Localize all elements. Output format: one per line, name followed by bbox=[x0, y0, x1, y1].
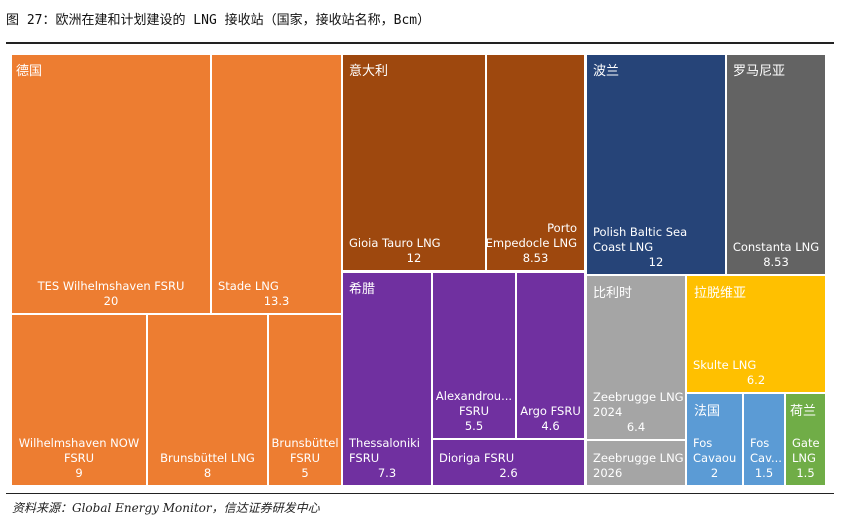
tile-label: Cavaou bbox=[693, 451, 736, 465]
source-rule bbox=[6, 493, 834, 494]
figure-title: 图 27：欧洲在建和计划建设的 LNG 接收站（国家，接收站名称，Bcm） bbox=[6, 13, 431, 28]
group-label: 德国 bbox=[16, 64, 42, 79]
group-label: 比利时 bbox=[593, 286, 632, 301]
tile-value: 2 bbox=[711, 466, 718, 480]
treemap-tile bbox=[343, 55, 485, 270]
tile-label: FSRU bbox=[349, 451, 379, 465]
group-label: 希腊 bbox=[349, 282, 375, 297]
tile-label: Cav... bbox=[750, 451, 782, 465]
tile-label: Zeebrugge LNG bbox=[593, 390, 684, 404]
tile-label: Zeebrugge LNG bbox=[593, 451, 684, 465]
group-label: 罗马尼亚 bbox=[733, 64, 785, 79]
tile-label: TES Wilhelmshaven FSRU bbox=[37, 279, 185, 293]
treemap-tile bbox=[786, 394, 825, 485]
treemap-tile bbox=[148, 315, 267, 485]
treemap-tile bbox=[744, 394, 784, 485]
tile-label: Brunsbüttel LNG bbox=[160, 451, 255, 465]
tile-label: Argo FSRU bbox=[520, 404, 581, 418]
tile-label: LNG bbox=[792, 451, 816, 465]
tile-label: Coast LNG bbox=[593, 240, 653, 254]
treemap-tile bbox=[687, 394, 742, 485]
group-label: 拉脱维亚 bbox=[694, 286, 746, 301]
treemap-tile bbox=[12, 55, 210, 313]
treemap-tile bbox=[12, 315, 146, 485]
tile-label: Dioriga FSRU bbox=[439, 451, 514, 465]
tile-value: 12 bbox=[649, 255, 664, 269]
figure-source: 资料来源：Global Energy Monitor，信达证券研发中心 bbox=[12, 501, 320, 515]
treemap-tile bbox=[727, 55, 825, 274]
treemap-tile bbox=[517, 273, 584, 438]
tile-label: Gate bbox=[792, 436, 820, 450]
treemap-tile bbox=[212, 55, 341, 313]
tile-label: 2024 bbox=[593, 405, 622, 419]
group-label: 意大利 bbox=[349, 63, 388, 79]
tile-label: 2026 bbox=[593, 466, 622, 480]
tile-label: Empedocle LNG bbox=[486, 236, 577, 250]
tile-value: 5.5 bbox=[465, 419, 483, 433]
tile-value: 1.5 bbox=[796, 466, 814, 480]
tile-value: 2.6 bbox=[499, 466, 517, 480]
tile-value: 8.53 bbox=[523, 251, 549, 265]
treemap-tile bbox=[587, 276, 685, 439]
tile-value: 9 bbox=[75, 466, 82, 480]
tile-value: 8.53 bbox=[763, 255, 789, 269]
tile-value: 4.6 bbox=[541, 419, 559, 433]
tile-label: FSRU bbox=[64, 451, 94, 465]
treemap-tile bbox=[269, 315, 341, 485]
group-label: 波兰 bbox=[593, 64, 619, 79]
group-label: 荷兰 bbox=[790, 404, 816, 419]
tile-label: Porto bbox=[547, 221, 577, 235]
tile-value: 8 bbox=[204, 466, 211, 480]
tile-label: Thessaloniki bbox=[348, 436, 420, 450]
treemap-tile bbox=[433, 273, 515, 438]
tile-value: 1.5 bbox=[755, 466, 773, 480]
tile-label: Fos bbox=[750, 436, 769, 450]
tile-value: 12 bbox=[407, 251, 422, 265]
title-rule bbox=[6, 42, 834, 44]
treemap-tile bbox=[687, 276, 825, 392]
tile-label: FSRU bbox=[459, 404, 489, 418]
tile-label: Stade LNG bbox=[218, 279, 279, 293]
tile-value: 20 bbox=[104, 294, 119, 308]
tile-value: 7.3 bbox=[378, 466, 396, 480]
treemap-tile bbox=[587, 55, 725, 274]
tile-label: Gioia Tauro LNG bbox=[349, 236, 441, 250]
tile-label: Constanta LNG bbox=[733, 240, 819, 254]
treemap-tile bbox=[487, 55, 584, 270]
tile-value: 6.2 bbox=[747, 373, 765, 387]
tile-label: Polish Baltic Sea bbox=[593, 225, 687, 239]
tile-label: Wilhelmshaven NOW bbox=[19, 436, 139, 450]
treemap-tile bbox=[343, 273, 431, 485]
tile-value: 13.3 bbox=[264, 294, 290, 308]
tile-label: Fos bbox=[693, 436, 712, 450]
tile-label: FSRU bbox=[290, 451, 320, 465]
tile-value: 6.4 bbox=[627, 420, 645, 434]
tile-label: Skulte LNG bbox=[693, 358, 756, 372]
group-label: 法国 bbox=[694, 404, 720, 419]
treemap-tile bbox=[587, 441, 685, 485]
tile-value: 5 bbox=[301, 466, 308, 480]
treemap-tile bbox=[433, 440, 584, 485]
tile-label: Alexandrou... bbox=[436, 389, 512, 403]
tile-label: Brunsbüttel bbox=[271, 436, 338, 450]
